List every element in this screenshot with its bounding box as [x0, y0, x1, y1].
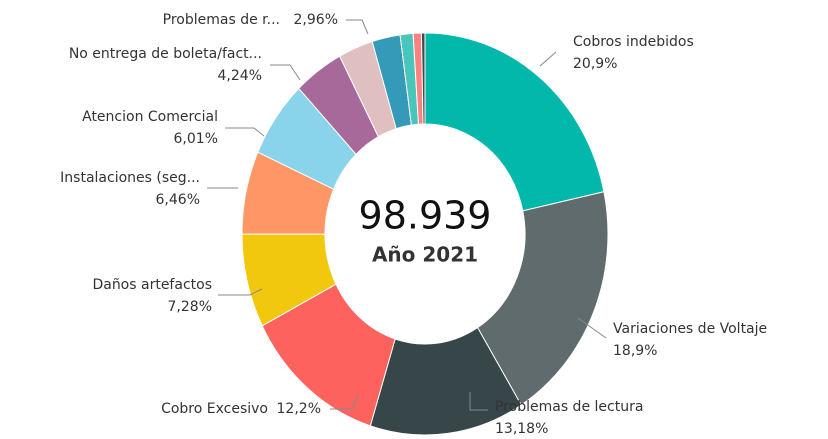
value-label: 20,9%	[573, 56, 617, 72]
leader-line	[218, 288, 263, 296]
category-label: Variaciones de Voltaje	[613, 321, 767, 337]
leader-line	[270, 64, 301, 81]
category-label: No entrega de boleta/fact...	[69, 46, 262, 62]
leader-line	[346, 19, 369, 35]
value-label: 6,46%	[156, 192, 200, 208]
value-label: 12,2%	[277, 401, 321, 417]
leader-line	[539, 51, 557, 67]
category-label: Problemas de lectura	[495, 399, 643, 415]
value-label: 6,01%	[174, 131, 218, 147]
category-label: Cobros indebidos	[573, 34, 694, 50]
category-label: Problemas de r...	[163, 12, 280, 28]
leader-line	[330, 395, 359, 410]
category-label: Atencion Comercial	[82, 109, 218, 125]
value-label: 4,24%	[218, 68, 262, 84]
value-label: 18,9%	[613, 343, 657, 359]
center-sublabel: Año 2021	[372, 243, 478, 267]
center-value: 98.939	[359, 194, 492, 238]
category-label: Cobro Excesivo	[161, 401, 268, 417]
category-label: Instalaciones (seg...	[60, 170, 200, 186]
leader-line	[577, 317, 607, 339]
value-label: 13,18%	[495, 421, 548, 437]
value-label: 7,28%	[168, 299, 212, 315]
leader-line	[469, 392, 488, 411]
donut-segment	[476, 191, 609, 406]
donut-segment	[420, 32, 426, 125]
value-label: 2,96%	[294, 12, 338, 28]
donut-segment	[424, 32, 605, 212]
leader-line	[225, 127, 265, 137]
category-label: Daños artefactos	[92, 277, 212, 293]
